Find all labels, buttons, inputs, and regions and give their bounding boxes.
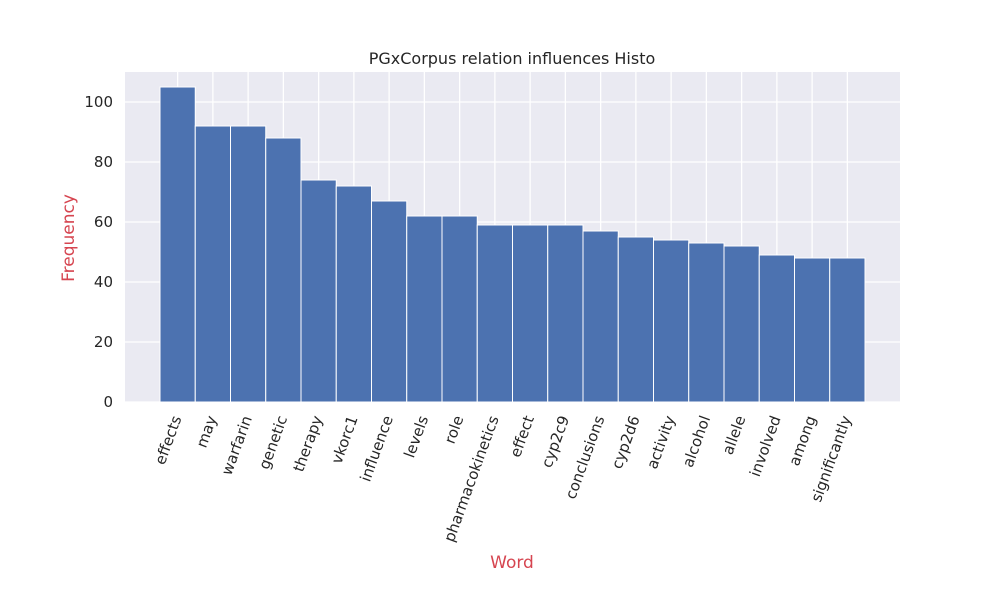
bar bbox=[300, 179, 337, 403]
y-tick-label: 40 bbox=[94, 273, 113, 291]
x-tick-label: role bbox=[441, 413, 468, 446]
x-tick-label: influence bbox=[356, 413, 396, 484]
bar bbox=[265, 137, 302, 403]
bar bbox=[653, 239, 690, 403]
bar bbox=[230, 125, 267, 403]
x-tick-label: therapy bbox=[290, 413, 327, 474]
bar bbox=[582, 230, 619, 403]
y-tick-label: 80 bbox=[94, 153, 113, 171]
y-tick-label: 60 bbox=[94, 213, 113, 231]
bar bbox=[758, 254, 795, 403]
x-tick-label: may bbox=[193, 413, 221, 450]
y-tick-label: 20 bbox=[94, 333, 113, 351]
bar bbox=[829, 257, 866, 403]
x-tick-label: activity bbox=[643, 413, 679, 471]
y-tick-label: 100 bbox=[84, 93, 113, 111]
x-tick-label: among bbox=[785, 413, 820, 468]
x-tick-label: cyp2c9 bbox=[538, 413, 573, 470]
bar bbox=[617, 236, 654, 403]
y-tick-labels: 0 20 40 60 80 100 bbox=[84, 93, 113, 411]
bar bbox=[476, 224, 513, 403]
chart-title: PGxCorpus relation influences Histo bbox=[369, 49, 656, 68]
bar bbox=[194, 125, 231, 403]
x-tick-label: allele bbox=[719, 413, 750, 457]
bar bbox=[335, 185, 372, 403]
y-tick-label: 0 bbox=[103, 393, 113, 411]
bar bbox=[406, 215, 443, 403]
y-axis-label: Frequency bbox=[59, 194, 79, 282]
x-axis-label: Word bbox=[490, 553, 534, 573]
bar bbox=[441, 215, 478, 403]
bar bbox=[512, 224, 549, 403]
bar bbox=[159, 86, 196, 403]
bars bbox=[159, 86, 866, 403]
x-tick-label: involved bbox=[746, 413, 785, 479]
bar bbox=[547, 224, 584, 403]
x-tick-label: genetic bbox=[255, 413, 291, 472]
bar bbox=[723, 245, 760, 403]
x-tick-label: levels bbox=[400, 413, 432, 460]
x-tick-label: effect bbox=[506, 413, 538, 460]
x-tick-label: effects bbox=[151, 413, 185, 467]
x-tick-label: warfarin bbox=[218, 413, 256, 477]
x-tick-label: cyp2d6 bbox=[608, 413, 644, 471]
x-tick-label: vkorc1 bbox=[328, 413, 362, 466]
bar bbox=[688, 242, 725, 403]
bar bbox=[794, 257, 831, 403]
bar bbox=[371, 200, 408, 403]
x-tick-label: alcohol bbox=[679, 413, 714, 470]
